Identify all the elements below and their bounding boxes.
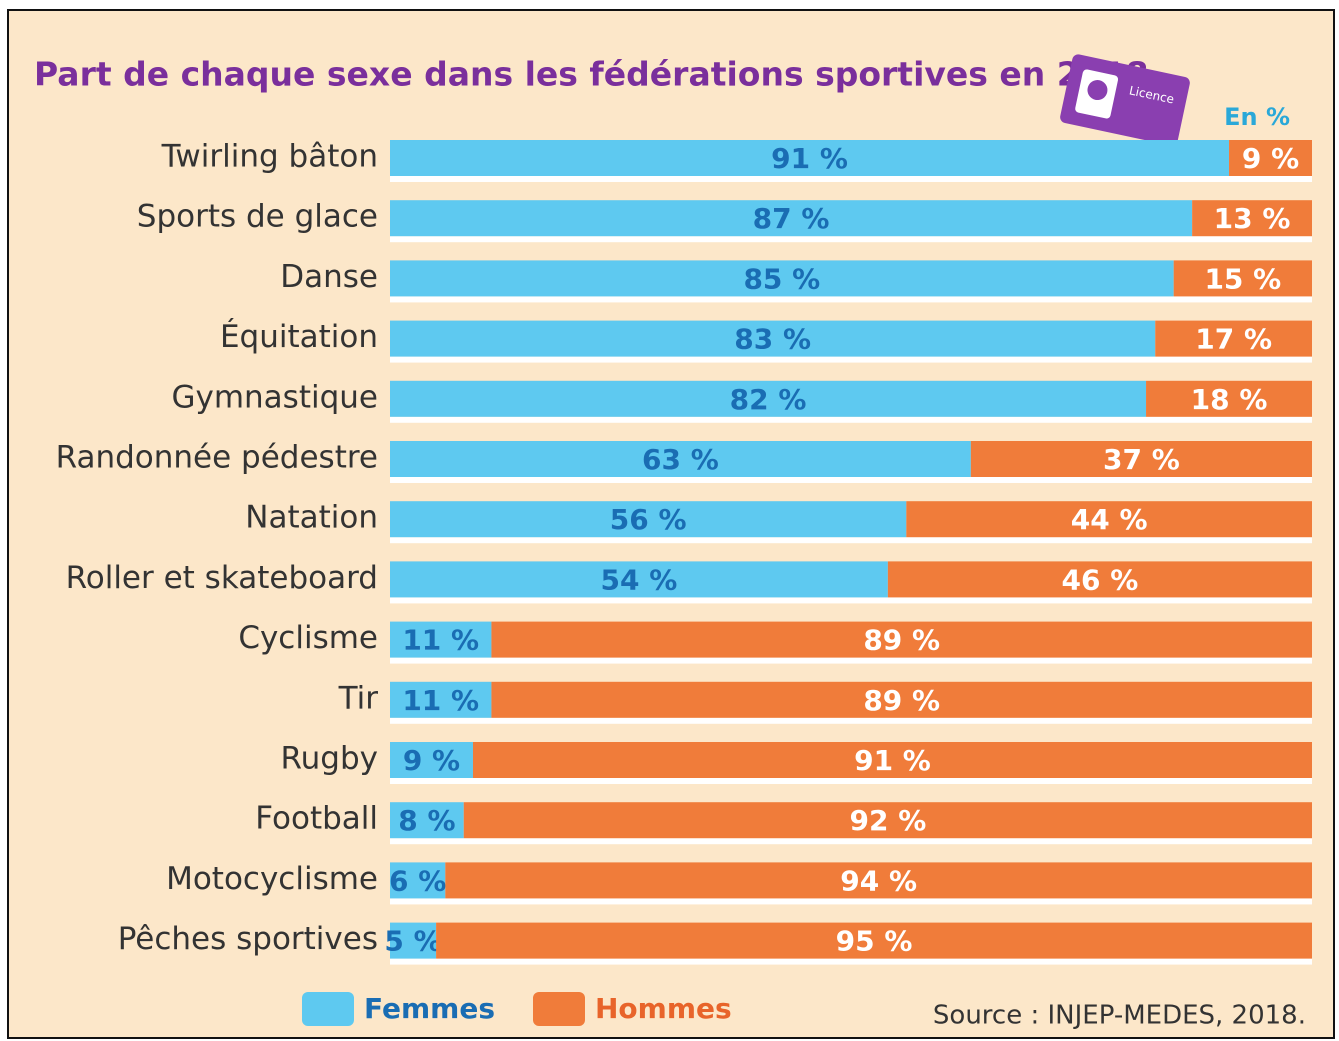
value-label: 9 % [403, 744, 460, 777]
badge-icon: Licence [1060, 54, 1190, 146]
value-label: 13 % [1214, 202, 1291, 235]
row-stripe [390, 898, 1312, 905]
value-label: 63 % [642, 443, 719, 476]
value-label: 95 % [836, 925, 913, 958]
bar-segment [472, 742, 1313, 778]
category-label: Football [255, 801, 378, 837]
bar-segment [390, 441, 971, 477]
bar-segment [390, 200, 1193, 237]
row-stripe [390, 296, 1312, 303]
bar-segment [390, 742, 473, 778]
bar-segment [491, 681, 1312, 718]
row-stripe [390, 958, 1312, 965]
value-label: 91 % [854, 744, 931, 777]
bar-segment [1173, 260, 1312, 297]
value-label: 44 % [1071, 503, 1148, 536]
bar-segment [970, 441, 1312, 477]
bar-segment [1192, 200, 1312, 237]
value-label: 91 % [771, 142, 848, 175]
value-label: 89 % [863, 624, 940, 657]
bar-segment [906, 501, 1312, 538]
value-label: 8 % [398, 804, 455, 837]
value-label: 46 % [1062, 563, 1139, 596]
row-stripe [390, 416, 1312, 423]
bar-segment [1155, 320, 1312, 357]
value-label: 6 % [389, 864, 446, 897]
bar-segment [390, 260, 1174, 297]
bar-segment [463, 802, 1312, 839]
value-label: 11 % [402, 684, 479, 717]
legend-label: Hommes [595, 992, 732, 1025]
bar-segment [390, 681, 492, 718]
category-label: Danse [280, 259, 378, 295]
source: Source : INJEP-MEDES, 2018. [933, 1001, 1306, 1031]
row-stripe [390, 657, 1312, 664]
value-label: 94 % [840, 864, 917, 897]
category-label: Cyclisme [238, 620, 378, 656]
bar-segment [390, 561, 888, 598]
bar-segment [390, 802, 464, 839]
unit-note: En % [1224, 103, 1290, 131]
value-label: 83 % [734, 323, 811, 356]
category-label: Natation [245, 500, 378, 536]
bar-segment [1229, 140, 1312, 176]
category-label: Rugby [281, 741, 379, 777]
row-stripe [390, 717, 1312, 724]
value-label: 37 % [1103, 443, 1180, 476]
value-label: 17 % [1195, 323, 1272, 356]
value-label: 9 % [1242, 142, 1299, 175]
bar-segment [1146, 380, 1312, 417]
value-label: 85 % [743, 262, 820, 295]
value-label: 82 % [730, 383, 807, 416]
bar-segment [436, 922, 1313, 959]
value-label: 89 % [863, 684, 940, 717]
row-stripe [390, 838, 1312, 845]
row-stripe [390, 356, 1312, 363]
category-label: Équitation [220, 319, 378, 355]
bar-segment [887, 561, 1312, 598]
legend-swatch [533, 992, 585, 1026]
legend-label: Femmes [364, 992, 495, 1025]
row-stripe [390, 477, 1312, 483]
category-label: Sports de glace [137, 199, 378, 235]
value-label: 15 % [1204, 262, 1281, 295]
value-label: 5 % [384, 925, 441, 958]
value-label: 18 % [1191, 383, 1268, 416]
bar-segment [390, 320, 1156, 357]
value-label: 56 % [610, 503, 687, 536]
value-label: 87 % [753, 202, 830, 235]
chart-title: Part de chaque sexe dans les fédérations… [34, 55, 1149, 94]
category-label: Gymnastique [171, 379, 378, 415]
category-label: Randonnée pédestre [56, 440, 378, 476]
category-label: Pêches sportives [118, 921, 378, 957]
row-stripe [390, 537, 1312, 544]
bar-segment [390, 380, 1147, 417]
bar-segment [390, 862, 446, 899]
row-stripe [390, 597, 1312, 604]
bar-segment [390, 922, 437, 959]
bar-segment [390, 140, 1230, 176]
category-label: Motocyclisme [166, 861, 378, 897]
bar-segment [390, 621, 492, 658]
row-stripe [390, 778, 1312, 784]
row-stripe [390, 236, 1312, 243]
category-label: Twirling bâton [161, 139, 378, 175]
value-label: 11 % [402, 624, 479, 657]
value-label: 92 % [849, 804, 926, 837]
bar-segment [491, 621, 1312, 658]
bar-segment [390, 501, 907, 538]
category-label: Roller et skateboard [66, 560, 378, 596]
legend-swatch [302, 992, 354, 1026]
row-stripe [390, 176, 1312, 182]
category-label: Tir [338, 680, 379, 716]
bar-segment [445, 862, 1312, 899]
value-label: 54 % [601, 563, 678, 596]
